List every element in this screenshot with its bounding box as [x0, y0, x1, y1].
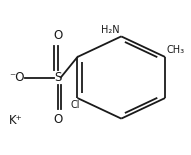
Text: O: O	[53, 113, 62, 126]
Text: ⁻O: ⁻O	[9, 71, 25, 84]
Text: S: S	[54, 71, 61, 84]
Text: K⁺: K⁺	[9, 114, 23, 127]
Text: CH₃: CH₃	[167, 45, 185, 55]
Text: Cl: Cl	[71, 100, 80, 110]
Text: H₂N: H₂N	[101, 25, 119, 35]
Text: O: O	[53, 29, 62, 42]
